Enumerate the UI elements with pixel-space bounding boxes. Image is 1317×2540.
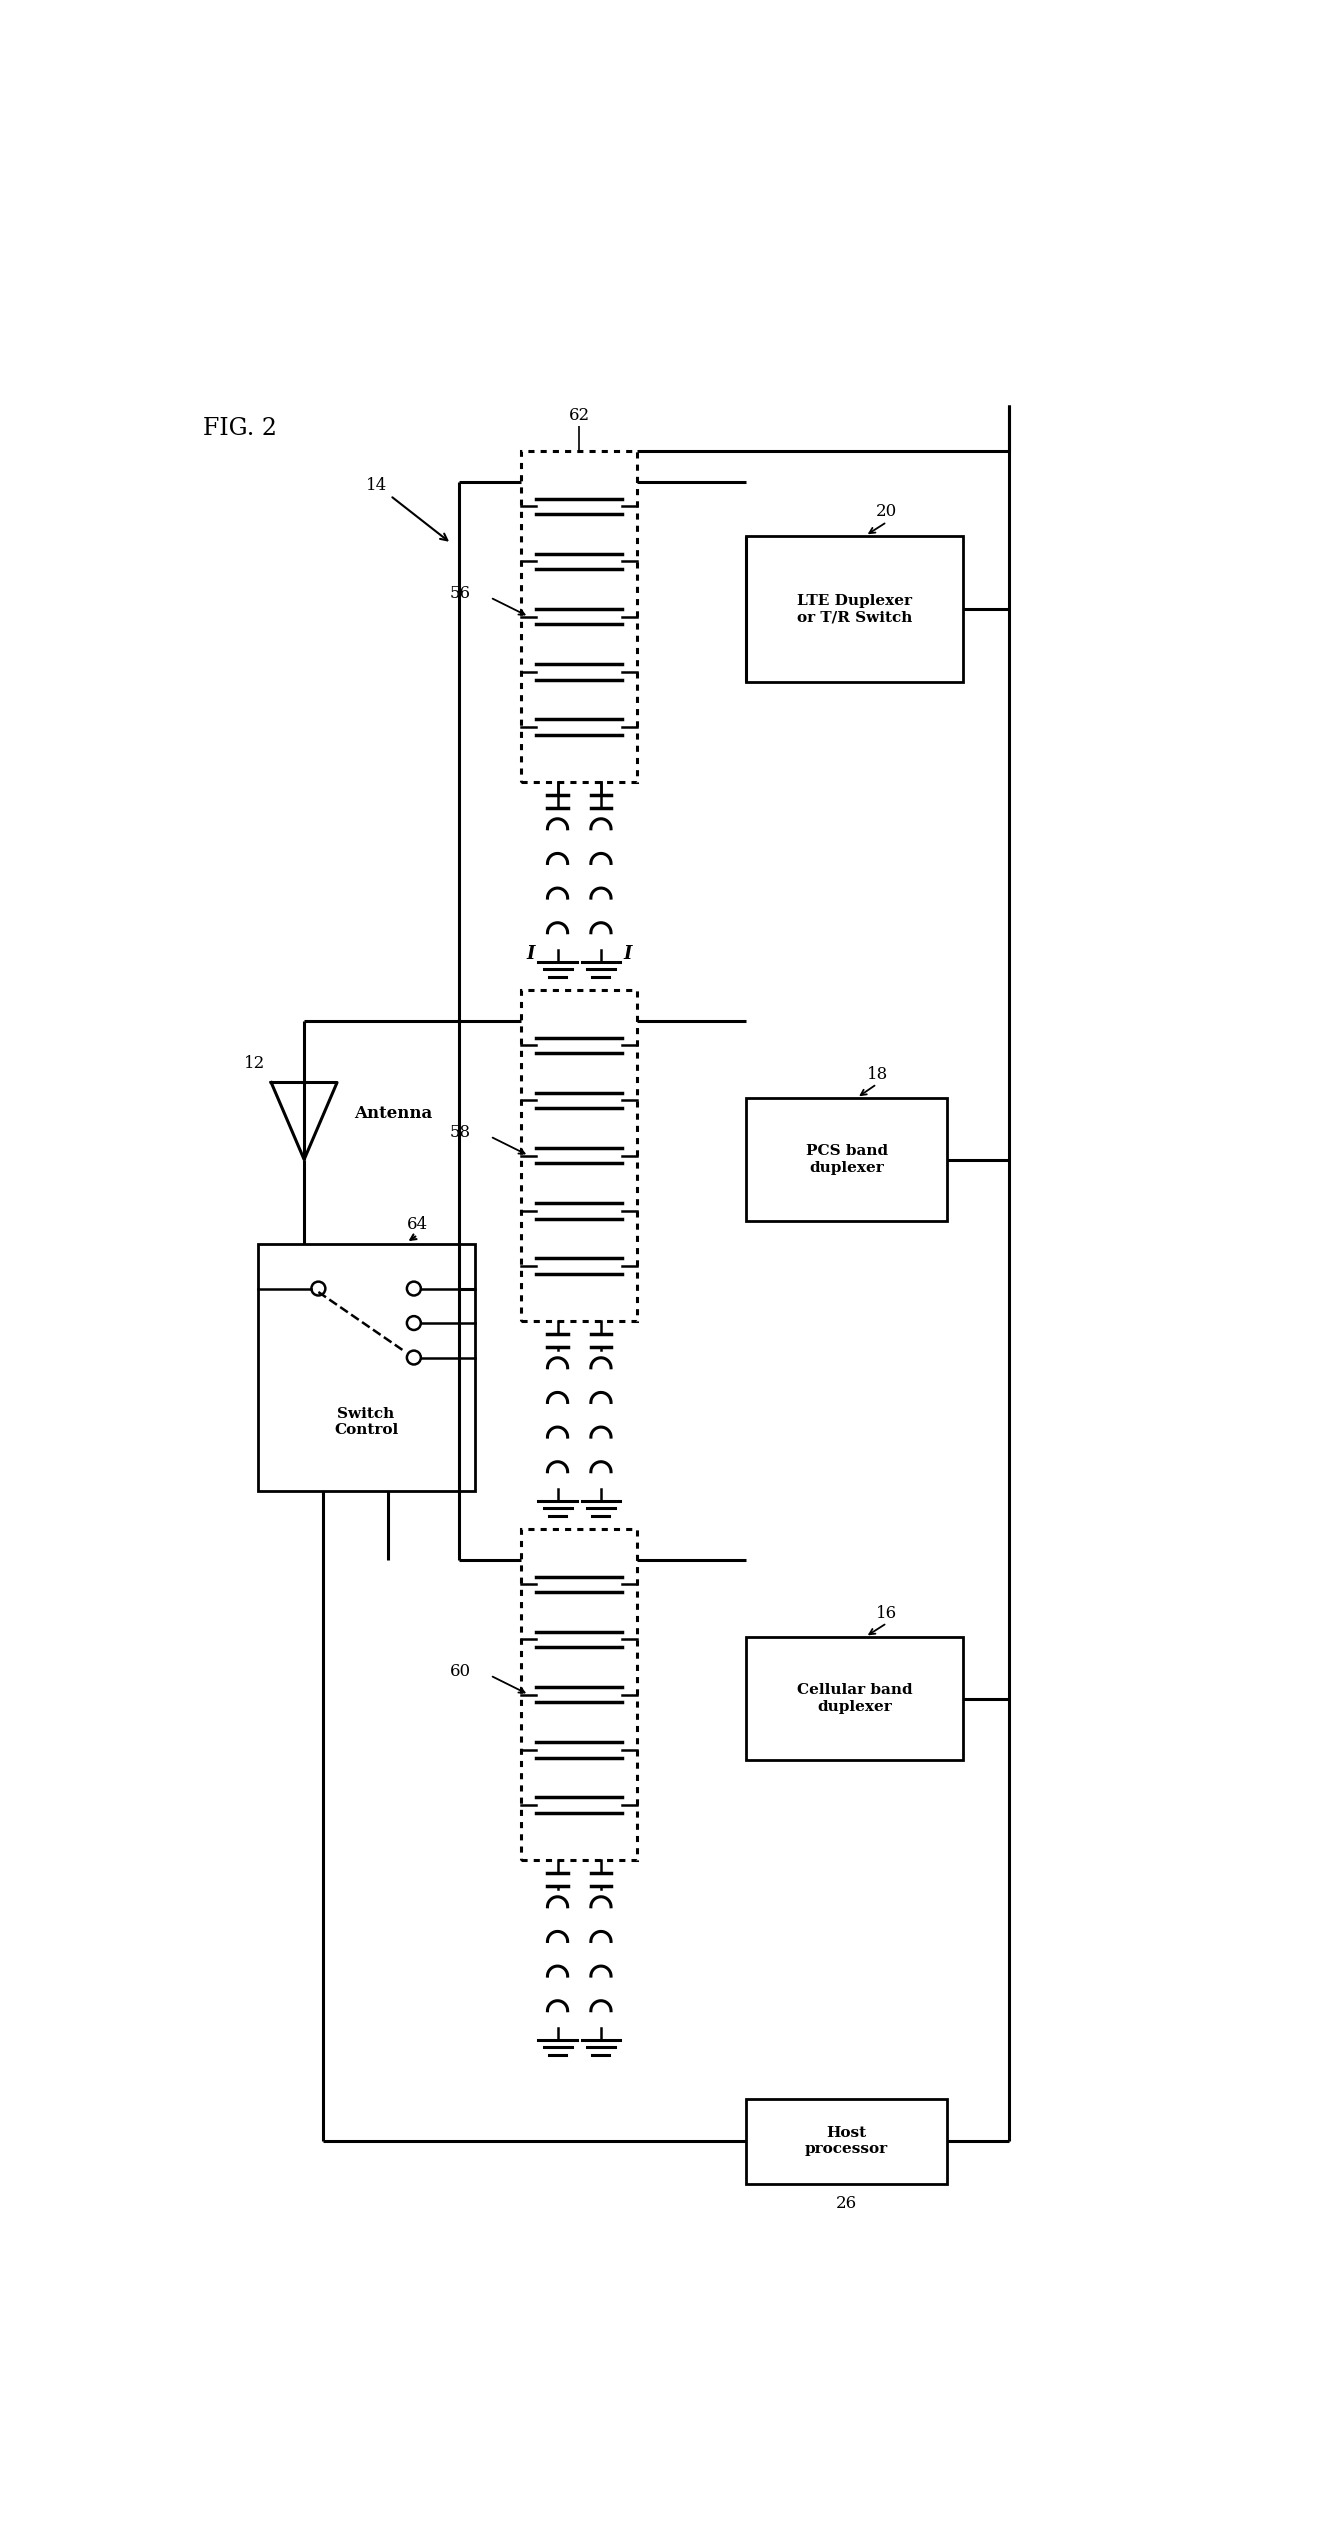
Text: 56: 56 <box>449 584 470 602</box>
Text: LTE Duplexer
or T/R Switch: LTE Duplexer or T/R Switch <box>797 594 913 625</box>
Text: 26: 26 <box>836 2195 857 2212</box>
Text: 64: 64 <box>407 1217 428 1232</box>
Text: Antenna: Antenna <box>354 1105 433 1123</box>
Bar <box>745 1097 947 1222</box>
Text: Switch
Control: Switch Control <box>335 1407 398 1438</box>
Text: 60: 60 <box>449 1664 470 1679</box>
Bar <box>522 1529 637 1859</box>
Bar <box>745 2098 947 2184</box>
Bar <box>522 452 637 782</box>
Text: I: I <box>527 945 535 963</box>
Text: Host
processor: Host processor <box>805 2126 888 2156</box>
Bar <box>745 1636 963 1760</box>
Text: Cellular band
duplexer: Cellular band duplexer <box>797 1684 913 1714</box>
Text: 12: 12 <box>244 1054 265 1072</box>
Text: 14: 14 <box>366 478 448 541</box>
Text: 58: 58 <box>449 1125 470 1140</box>
Text: 16: 16 <box>876 1605 897 1621</box>
Text: I: I <box>624 945 632 963</box>
Bar <box>258 1245 474 1491</box>
Bar <box>522 991 637 1321</box>
Text: FIG. 2: FIG. 2 <box>203 417 278 439</box>
Text: 20: 20 <box>876 503 897 521</box>
Text: PCS band
duplexer: PCS band duplexer <box>806 1146 888 1173</box>
Bar <box>745 536 963 683</box>
Text: 18: 18 <box>867 1064 888 1082</box>
Text: 62: 62 <box>569 406 590 424</box>
